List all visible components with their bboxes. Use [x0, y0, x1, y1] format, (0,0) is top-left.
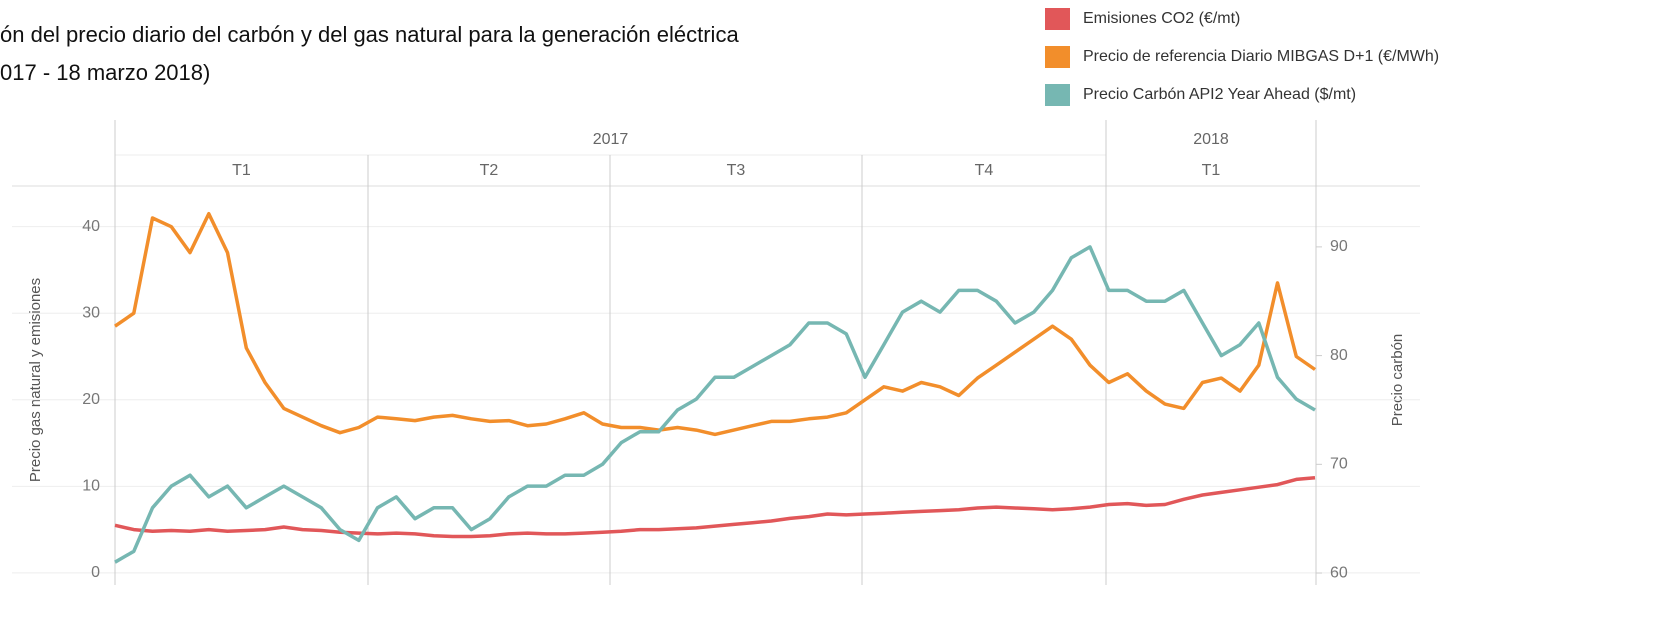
- y-tick-label: 20: [82, 391, 100, 408]
- y-tick-label: 30: [82, 304, 100, 321]
- quarter-label: T3: [727, 162, 746, 179]
- series-line: [114, 211, 1316, 437]
- y-tick-label: 0: [91, 564, 100, 581]
- y2-tick-label: 90: [1330, 238, 1348, 255]
- quarter-label: T1: [232, 162, 251, 179]
- legend-swatch: [1045, 84, 1070, 106]
- chart-title: 017 - 18 marzo 2018): [0, 60, 210, 85]
- quarter-label: T2: [480, 162, 499, 179]
- quarter-label: T1: [1202, 162, 1221, 179]
- y-tick-label: 40: [82, 218, 100, 235]
- year-label: 2018: [1193, 131, 1229, 148]
- legend-label: Precio de referencia Diario MIBGAS D+1 (…: [1083, 48, 1439, 65]
- legend-swatch: [1045, 8, 1070, 30]
- legend-label: Precio Carbón API2 Year Ahead ($/mt): [1083, 86, 1356, 103]
- year-label: 2017: [593, 131, 629, 148]
- y-axis-title: Precio gas natural y emisiones: [27, 278, 44, 482]
- series-line: [114, 245, 1316, 564]
- y2-tick-label: 80: [1330, 347, 1348, 364]
- legend-swatch: [1045, 46, 1070, 68]
- y2-axis-title: Precio carbón: [1389, 334, 1406, 427]
- quarter-label: T4: [975, 162, 994, 179]
- series-line: [114, 475, 1316, 539]
- y-tick-label: 10: [82, 478, 100, 495]
- legend-label: Emisiones CO2 (€/mt): [1083, 10, 1240, 27]
- chart-title: ón del precio diario del carbón y del ga…: [0, 22, 739, 47]
- y2-tick-label: 70: [1330, 456, 1348, 473]
- y2-tick-label: 60: [1330, 564, 1348, 581]
